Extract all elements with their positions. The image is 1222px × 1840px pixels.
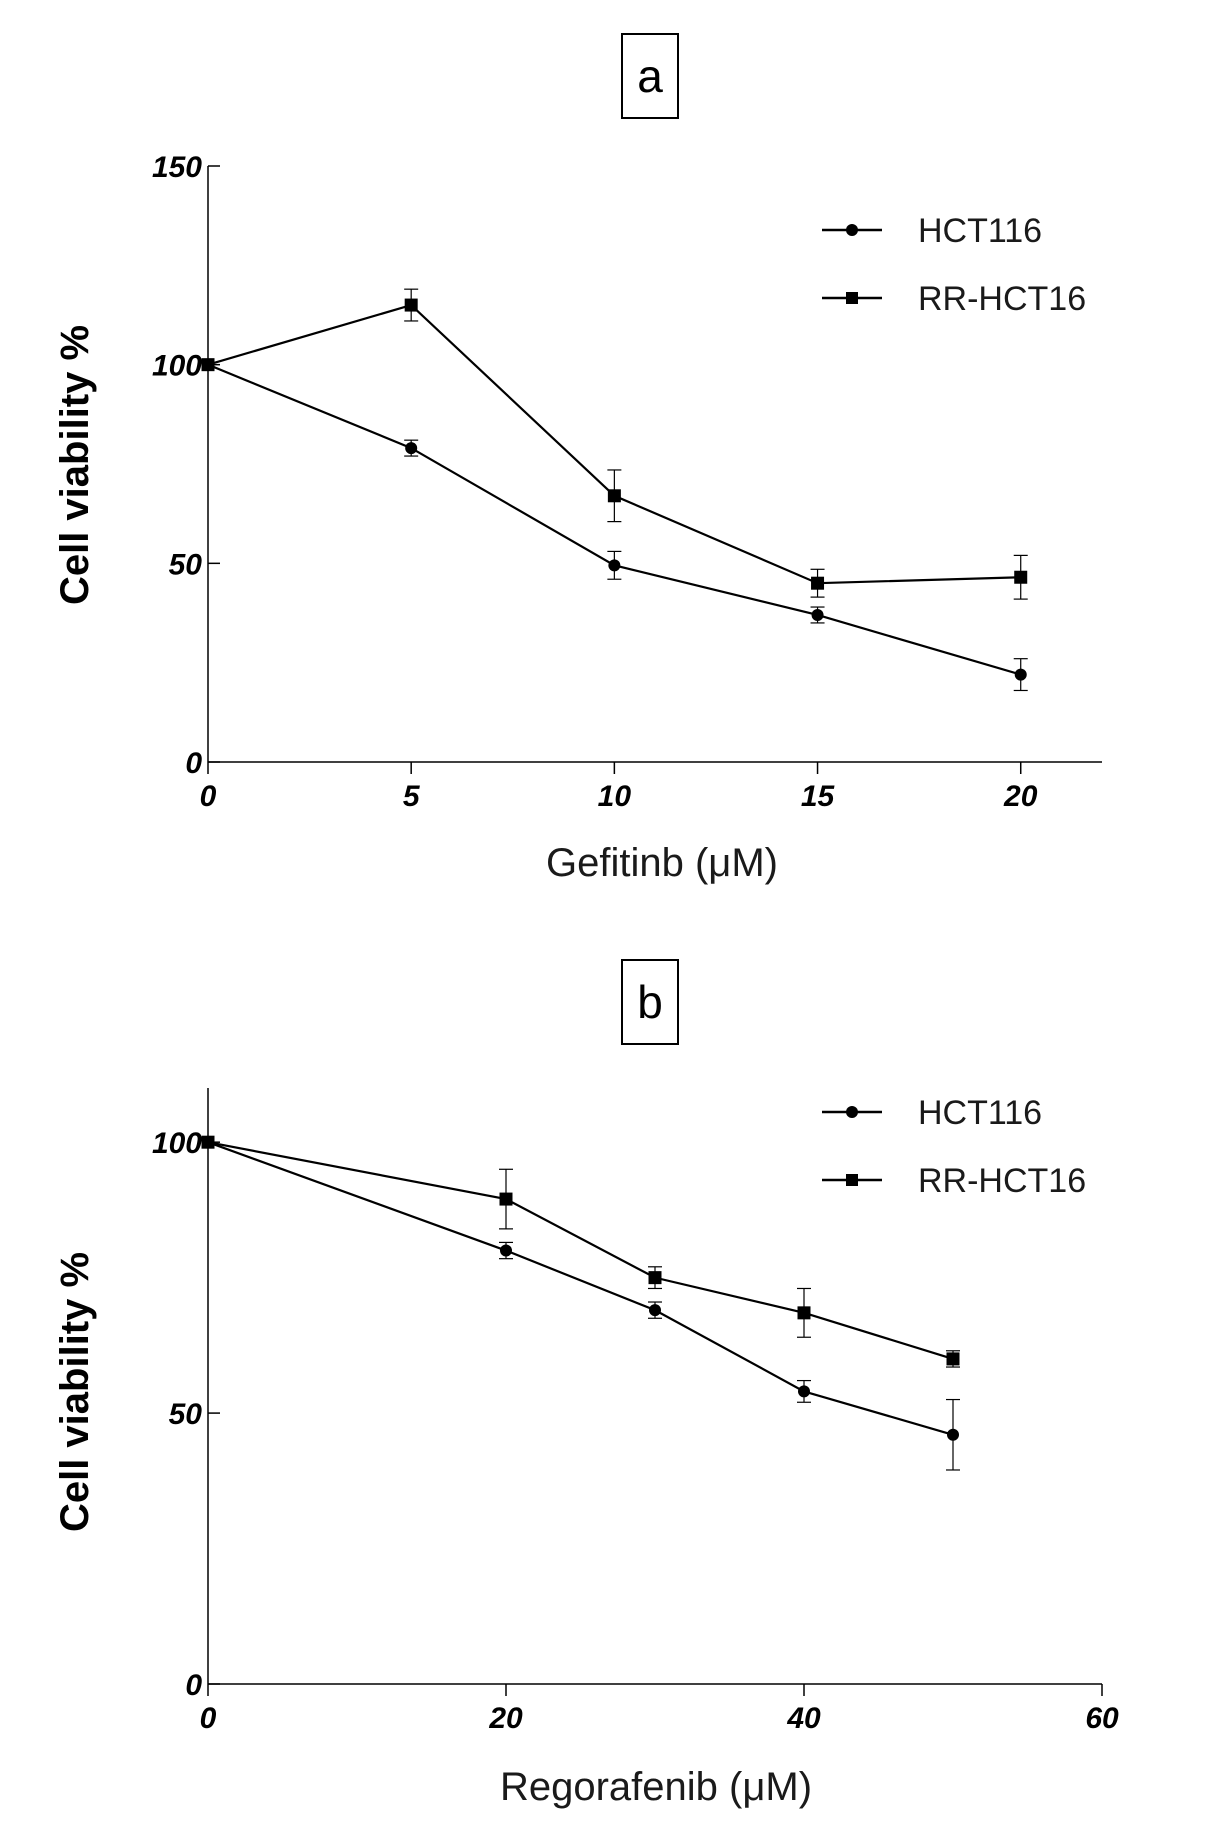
x-tick-label-a: 15 [801, 780, 836, 813]
x-axis-title-a: Gefitinb (μM) [546, 841, 778, 885]
plot-area-a: 0 50 100 150 0 5 10 15 20 [152, 151, 1102, 813]
point-rrhct16-b [648, 1271, 662, 1285]
plot-area-b: 0 50 100 0 20 40 60 [152, 1088, 1119, 1735]
point-hct116-a [608, 559, 621, 572]
point-rrhct16-a [1014, 570, 1028, 584]
x-tick-label-a: 10 [598, 780, 632, 813]
y-tick-label-a: 150 [152, 151, 202, 184]
point-hct116-b [947, 1428, 959, 1441]
x-tick-label-a: 20 [1003, 780, 1038, 813]
legend-b: HCT116 RR-HCT16 [822, 1094, 1086, 1200]
panel-label-b: b [637, 976, 663, 1028]
point-rrhct16-b [201, 1135, 215, 1149]
chart-panel-a: a 0 50 100 150 0 5 10 15 20 Gefitinb (μM) Cell v… [53, 33, 1102, 885]
x-tick-label-b: 60 [1085, 1702, 1119, 1735]
point-rrhct16-b [499, 1192, 513, 1206]
y-axis-title-b: Cell viability % [53, 1252, 97, 1532]
point-rrhct16-a [811, 576, 825, 590]
y-axis-title-a: Cell viability % [53, 325, 97, 605]
x-tick-label-a: 0 [200, 780, 217, 813]
point-hct116-a [405, 442, 418, 455]
series-line-rrhct16-a [207, 303, 1021, 585]
legend-label-hct116-a: HCT116 [918, 212, 1042, 250]
y-tick-label-a: 50 [169, 548, 203, 581]
legend-marker-circle-b [846, 1106, 858, 1118]
point-hct116-b [649, 1304, 661, 1317]
x-tick-label-a: 5 [403, 780, 421, 813]
point-rrhct16-a [201, 358, 215, 372]
point-hct116-b [500, 1244, 512, 1257]
series-line-hct116-b [207, 1141, 954, 1436]
x-tick-label-b: 40 [786, 1702, 821, 1735]
point-hct116-b [798, 1385, 810, 1398]
chart-panel-b: b 0 50 100 0 20 40 60 Regorafenib (μM) Cell vi… [53, 959, 1119, 1809]
legend-a: HCT116 RR-HCT16 [822, 212, 1086, 318]
y-tick-label-b: 50 [169, 1398, 203, 1431]
legend-label-rrhct16-b: RR-HCT16 [918, 1162, 1086, 1200]
point-rrhct16-b [797, 1306, 811, 1320]
legend-label-rrhct16-a: RR-HCT16 [918, 280, 1086, 318]
point-rrhct16-b [946, 1352, 960, 1366]
x-tick-label-b: 0 [200, 1702, 217, 1735]
series-line-rrhct16-b [207, 1141, 954, 1360]
point-hct116-a [811, 608, 824, 621]
panel-label-a: a [637, 50, 663, 102]
point-rrhct16-a [607, 489, 621, 503]
panel-label-box-a [621, 33, 679, 119]
panel-label-box-b [621, 959, 679, 1045]
y-tick-label-a: 100 [152, 350, 202, 383]
y-tick-label-a: 0 [185, 747, 202, 780]
legend-marker-square-b [846, 1174, 858, 1186]
point-hct116-a [1014, 668, 1027, 681]
legend-marker-circle-a [846, 224, 858, 236]
x-tick-label-b: 20 [488, 1702, 523, 1735]
legend-marker-square-a [846, 292, 858, 304]
x-axis-title-b: Regorafenib (μM) [500, 1765, 812, 1809]
point-rrhct16-a [404, 298, 418, 312]
legend-label-hct116-b: HCT116 [918, 1094, 1042, 1132]
y-tick-label-b: 100 [152, 1127, 202, 1160]
y-tick-label-b: 0 [185, 1669, 202, 1702]
